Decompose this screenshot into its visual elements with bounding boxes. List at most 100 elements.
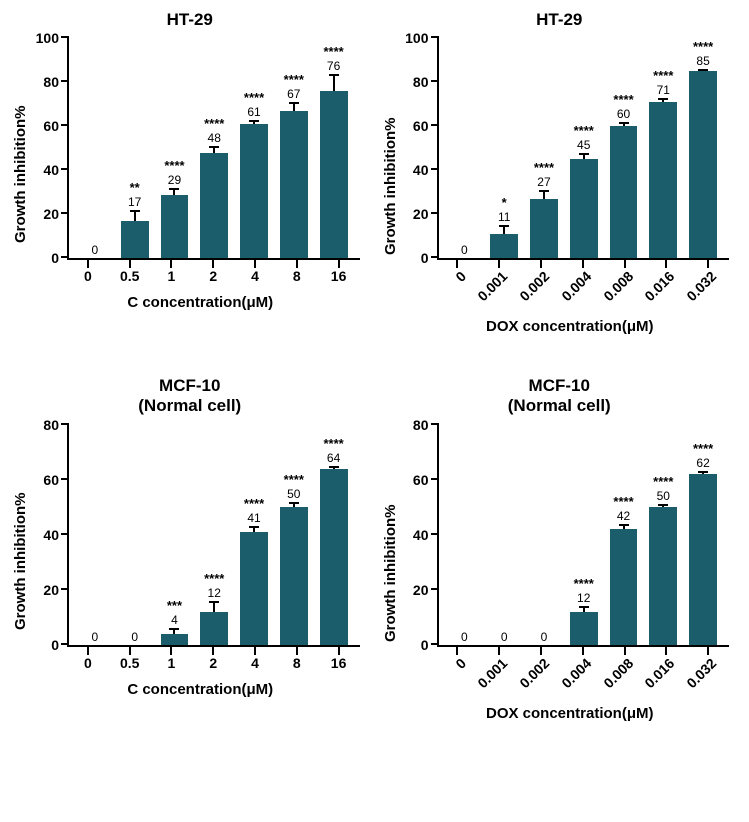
y-tick-label: 80 — [43, 74, 69, 90]
x-tick-label: 0.016 — [642, 655, 678, 691]
bar — [320, 469, 348, 645]
significance-marker: ** — [130, 181, 140, 194]
bar — [570, 159, 598, 258]
panel-title: MCF-10 (Normal cell) — [380, 376, 740, 417]
plot: 020406080000****12****42****50****62 — [437, 425, 730, 647]
y-tick-label: 80 — [413, 74, 439, 90]
bar-value-label: 41 — [247, 512, 260, 524]
x-labels-row: 00.5124816 — [67, 268, 360, 290]
x-tick-label: 0.004 — [558, 268, 594, 304]
x-tick-label: 2 — [209, 268, 217, 284]
bar — [240, 532, 268, 645]
panel-p3: MCF-10 (Normal cell)Growth inhibition%02… — [10, 376, 370, 722]
y-axis-label: Growth inhibition% — [380, 38, 401, 335]
significance-marker: **** — [693, 442, 713, 455]
bar-column: 0 — [75, 425, 115, 645]
bar-column: 0 — [445, 425, 485, 645]
bar-value-label: 0 — [92, 631, 99, 643]
bar-value-label: 76 — [327, 60, 340, 72]
bar-value-label: 71 — [657, 84, 670, 96]
x-tick — [624, 647, 626, 655]
significance-marker: **** — [653, 69, 673, 82]
bar — [649, 102, 677, 258]
bar — [689, 71, 717, 258]
x-tick — [296, 647, 298, 655]
bar-value-label: 42 — [617, 510, 630, 522]
significance-marker: **** — [693, 40, 713, 53]
bar-value-label: 50 — [287, 488, 300, 500]
x-tick-label: 0.032 — [683, 268, 719, 304]
y-tick-label: 40 — [413, 162, 439, 178]
bar-value-label: 50 — [657, 490, 670, 502]
bar-value-label: 61 — [247, 106, 260, 118]
y-tick-label: 80 — [413, 417, 439, 433]
x-tick-row — [67, 260, 360, 268]
y-tick-label: 60 — [413, 472, 439, 488]
x-tick — [540, 647, 542, 655]
bars-container: 0*11****27****45****60****71****85 — [439, 38, 730, 258]
x-tick-label: 0.004 — [558, 655, 594, 691]
significance-marker: **** — [574, 577, 594, 590]
bar — [610, 126, 638, 258]
bar — [490, 234, 518, 258]
bar — [570, 612, 598, 645]
bar-value-label: 0 — [501, 631, 508, 643]
significance-marker: **** — [284, 73, 304, 86]
bar-column: **** 12 — [564, 425, 604, 645]
chart-area: Growth inhibition%0204060801000**17****2… — [10, 38, 370, 311]
error-bar — [134, 210, 136, 221]
x-tick-label: 0.5 — [120, 268, 139, 284]
plot: 02040608000***4****12****41****50****64 — [67, 425, 360, 647]
bar — [530, 199, 558, 258]
bar-column: ****85 — [683, 38, 723, 258]
error-bar — [253, 526, 255, 532]
bar-column: **** 71 — [643, 38, 683, 258]
bar-column: ****61 — [234, 38, 274, 258]
y-tick-label: 20 — [43, 206, 69, 222]
bar-value-label: 0 — [461, 631, 468, 643]
bar — [280, 507, 308, 645]
y-tick-label: 60 — [43, 118, 69, 134]
x-tick-label: 0.008 — [600, 268, 636, 304]
chart-area: Growth inhibition%020406080000****12****… — [380, 425, 740, 722]
error-bar — [293, 502, 295, 508]
bar-value-label: 62 — [696, 457, 709, 469]
bar-column: *11 — [484, 38, 524, 258]
x-tick-label: 0.002 — [516, 655, 552, 691]
plot: 0204060801000**17****29****48****61****6… — [67, 38, 360, 260]
y-tick-label: 60 — [413, 118, 439, 134]
x-tick — [170, 260, 172, 268]
bar-column: **17 — [115, 38, 155, 258]
y-tick-label: 60 — [43, 472, 69, 488]
x-tick-row — [437, 647, 730, 655]
error-bar — [333, 74, 335, 92]
bar — [121, 221, 149, 258]
bar-value-label: 0 — [131, 631, 138, 643]
bar-column: ****45 — [564, 38, 604, 258]
x-tick — [129, 260, 131, 268]
x-labels-row: 00.0010.0020.0040.0080.0160.032 — [437, 268, 730, 314]
x-tick-label: 8 — [293, 655, 301, 671]
x-tick-label: 0 — [452, 268, 469, 285]
x-tick — [665, 647, 667, 655]
bar — [689, 474, 717, 645]
significance-marker: **** — [164, 159, 184, 172]
significance-marker: **** — [323, 437, 343, 450]
y-tick-label: 100 — [405, 30, 438, 46]
plot-wrap: 0204060801000*11****27****45****60****71… — [401, 38, 740, 335]
significance-marker: **** — [284, 473, 304, 486]
panel-title: HT-29 — [10, 10, 370, 30]
error-bar — [173, 628, 175, 634]
bar-column: ****50 — [643, 425, 683, 645]
significance-marker: **** — [204, 572, 224, 585]
x-tick — [254, 647, 256, 655]
x-tick-label: 0.5 — [120, 655, 139, 671]
bar — [200, 612, 228, 645]
bar-value-label: 12 — [577, 592, 590, 604]
bar-value-label: 4 — [171, 614, 178, 626]
bar-column: 0 — [484, 425, 524, 645]
bar-column: ****41 — [234, 425, 274, 645]
x-tick-label: 16 — [331, 268, 347, 284]
x-tick — [296, 260, 298, 268]
bar-value-label: 45 — [577, 139, 590, 151]
